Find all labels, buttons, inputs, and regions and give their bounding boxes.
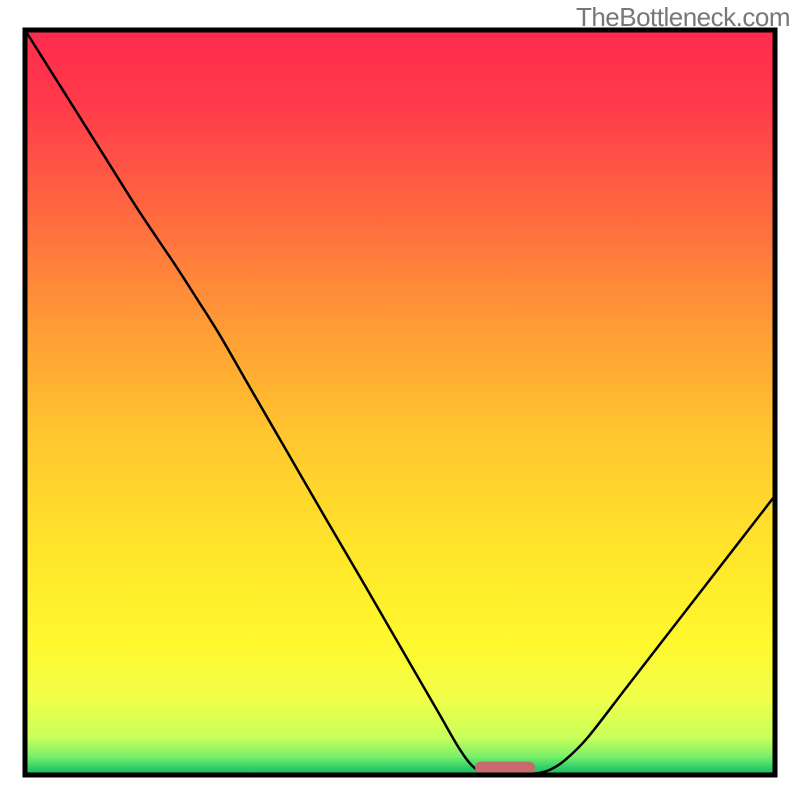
bottleneck-chart: TheBottleneck.com (0, 0, 800, 800)
watermark-text: TheBottleneck.com (576, 2, 790, 33)
plot-background (25, 30, 775, 775)
optimal-marker (475, 762, 535, 774)
chart-svg (0, 0, 800, 800)
